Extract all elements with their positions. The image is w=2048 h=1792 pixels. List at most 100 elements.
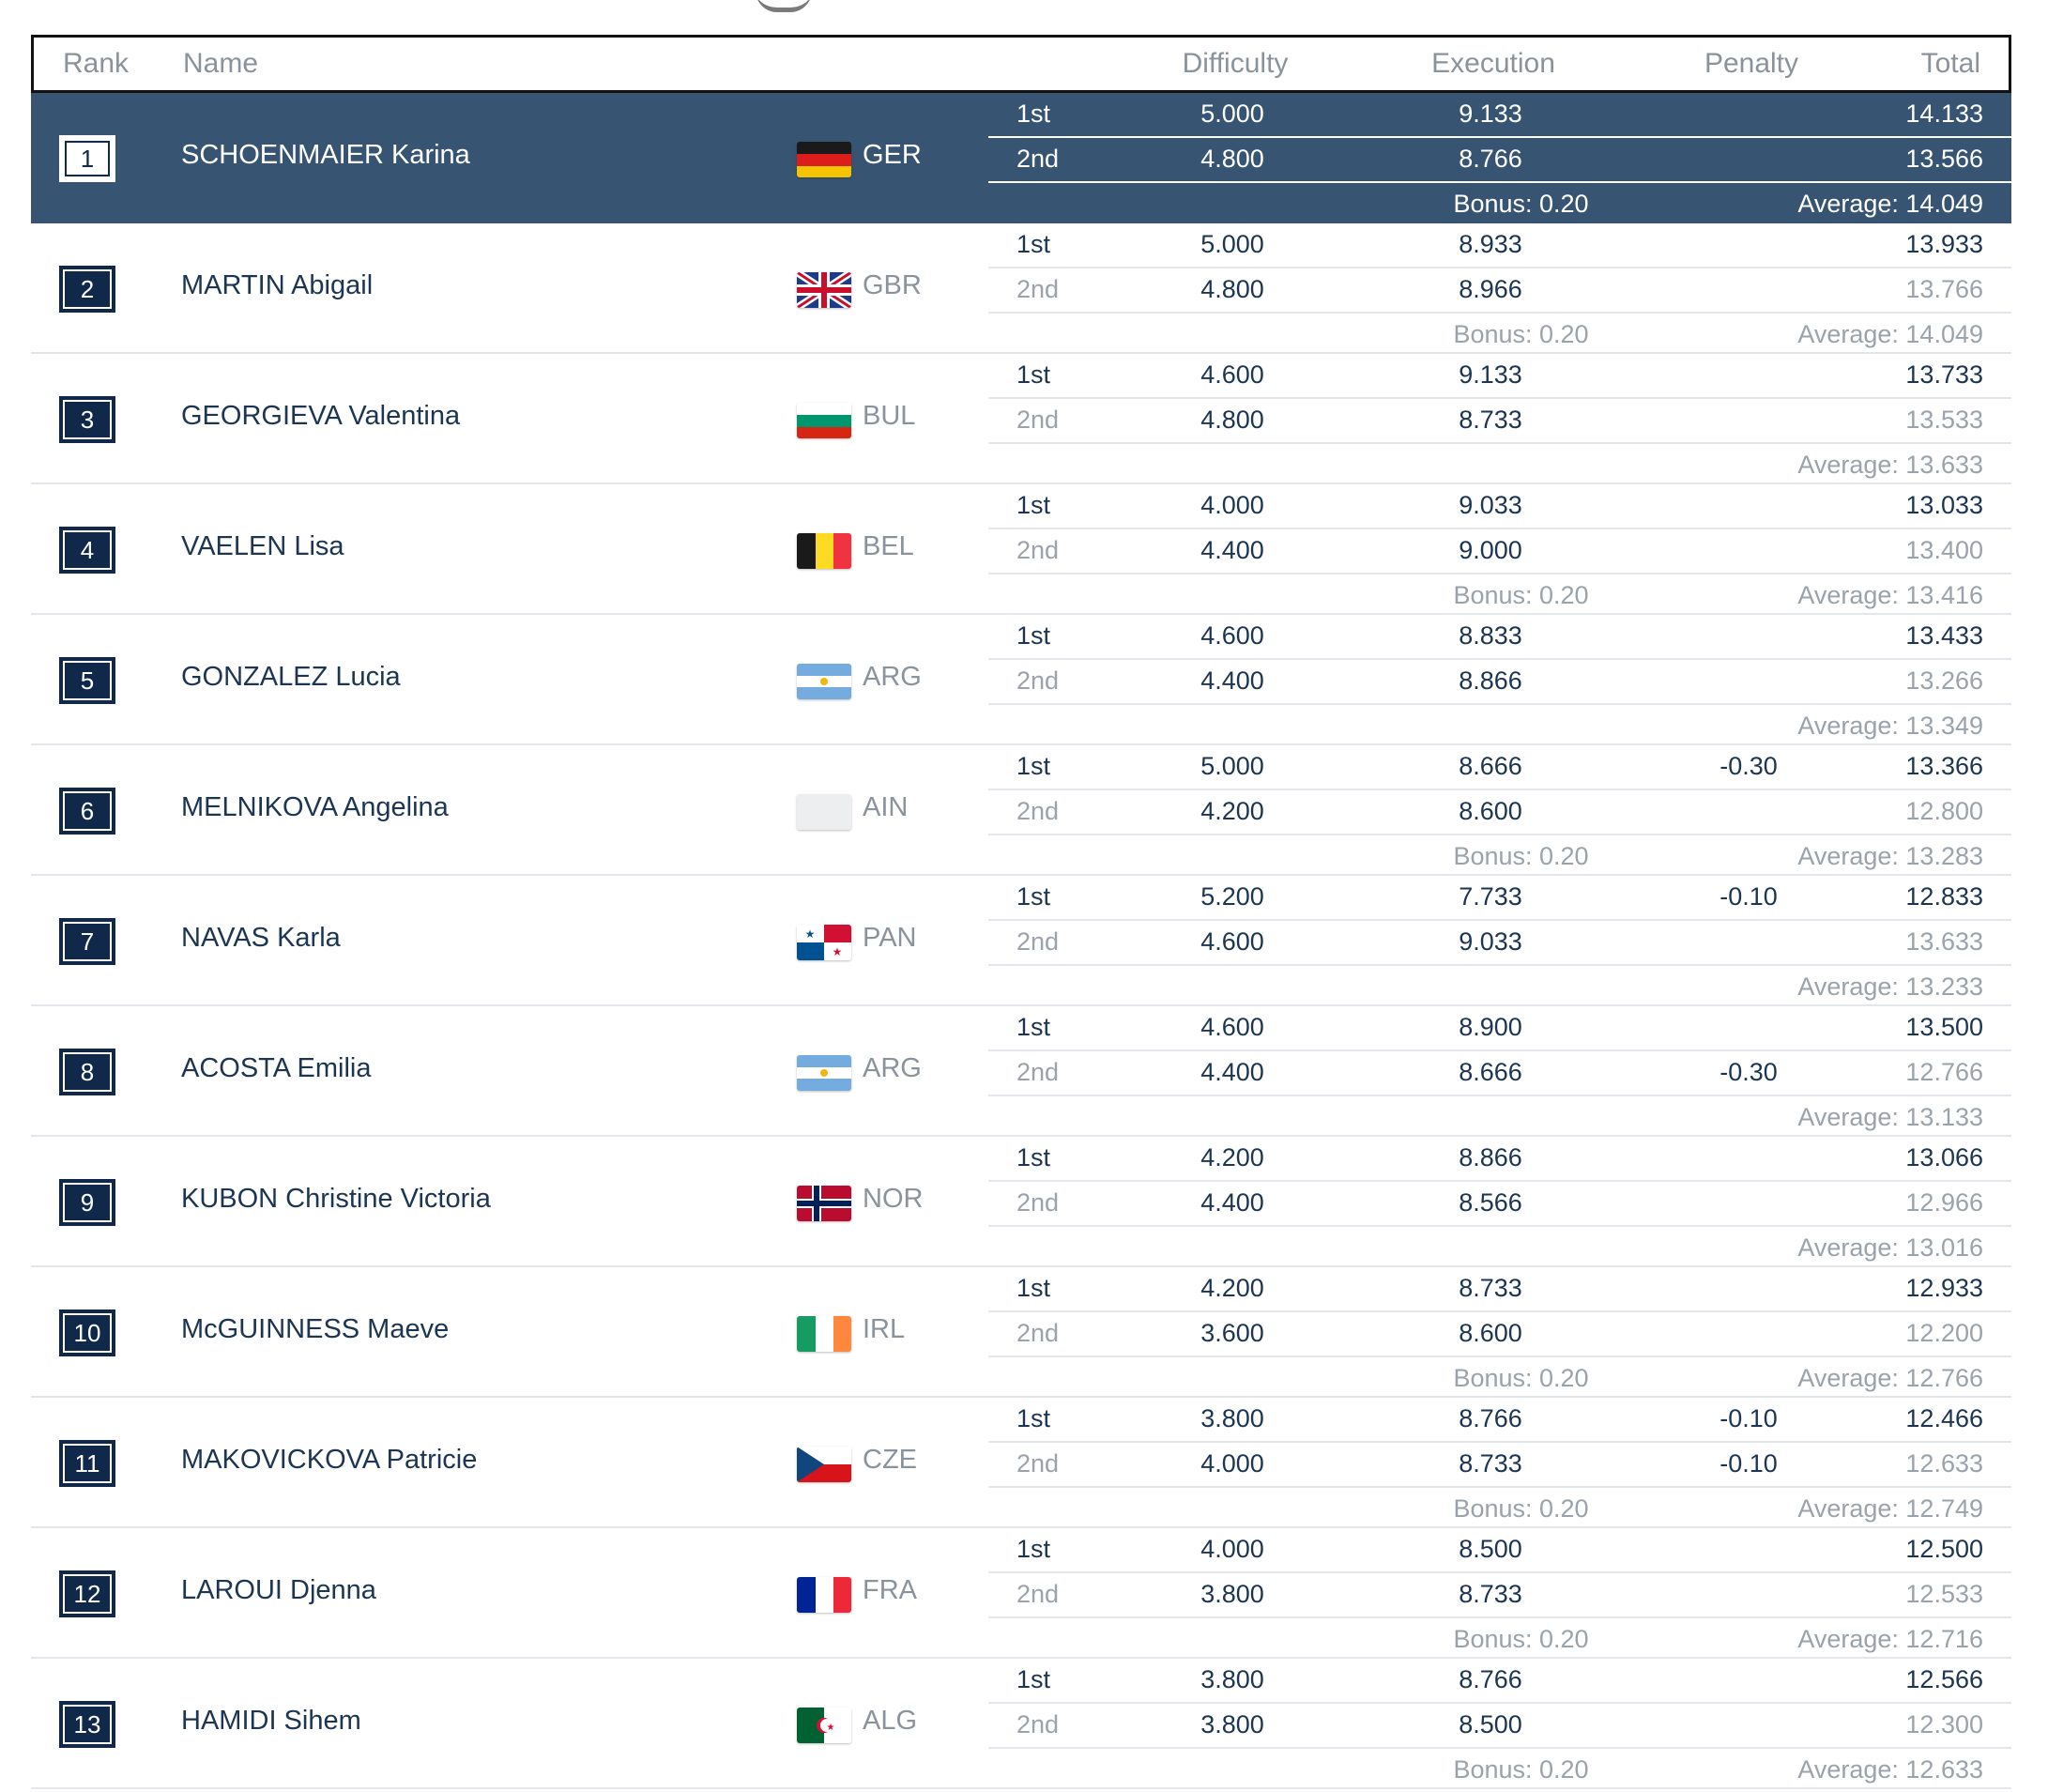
table-row[interactable]: 12 LAROUI Djenna FRA 1st 4.000 8.500 12.…: [31, 1528, 2011, 1659]
table-row[interactable]: 3 GEORGIEVA Valentina BUL 1st 4.600 9.13…: [31, 354, 2011, 484]
run-label: 1st: [1016, 491, 1051, 519]
second-vault-row: 2nd 4.600 9.033 13.633: [988, 921, 2011, 966]
score-breakdown: 1st 4.200 8.733 12.933 2nd 3.600 8.600 1…: [988, 1267, 2011, 1401]
rank-badge: 3: [59, 396, 115, 443]
country-code: ALG: [863, 1706, 918, 1736]
summary-row: Bonus: 0.20 Average: 12.716: [988, 1618, 2011, 1662]
summary-row: Bonus: 0.20 Average: 12.749: [988, 1488, 2011, 1531]
athlete-name[interactable]: VAELEN Lisa: [181, 531, 344, 561]
score-breakdown: 1st 4.600 9.133 13.733 2nd 4.800 8.733 1…: [988, 354, 2011, 487]
athlete-name[interactable]: ACOSTA Emilia: [181, 1053, 372, 1083]
run-label: 2nd: [1016, 406, 1060, 434]
second-vault-row: 2nd 3.800 8.500 12.300: [988, 1704, 2011, 1749]
first-vault-row: 1st 5.000 8.666 -0.30 13.366: [988, 745, 2011, 790]
execution-score: 8.733: [1459, 1580, 1522, 1608]
execution-score: 8.900: [1459, 1013, 1522, 1041]
difficulty-score: 5.000: [1200, 230, 1264, 258]
table-row[interactable]: 1 SCHOENMAIER Karina GER 1st 5.000 9.133…: [31, 93, 2011, 223]
svg-text:★: ★: [833, 945, 843, 958]
rank-number: 1: [65, 141, 110, 176]
table-row[interactable]: 8 ACOSTA Emilia ARG 1st 4.600 8.900 13.5…: [31, 1006, 2011, 1137]
difficulty-score: 5.000: [1200, 100, 1264, 128]
rank-number: 5: [65, 663, 110, 698]
athlete-name[interactable]: McGUINNESS Maeve: [181, 1314, 450, 1344]
penalty-score: -0.10: [1719, 1404, 1778, 1432]
second-vault-row: 2nd 4.800 8.966 13.766: [988, 268, 2011, 314]
run-label: 1st: [1016, 1013, 1051, 1041]
execution-score: 8.766: [1459, 1404, 1522, 1432]
rank-number: 3: [65, 402, 110, 437]
header-rank[interactable]: Rank: [63, 48, 130, 79]
average-score: Average: 12.633: [1797, 1755, 1983, 1784]
execution-score: 8.833: [1459, 621, 1522, 650]
rank-number: 13: [65, 1707, 110, 1742]
alg-flag-icon: ★: [797, 1708, 851, 1743]
table-row[interactable]: 4 VAELEN Lisa BEL 1st 4.000 9.033 13.033…: [31, 484, 2011, 615]
logo-fragment: [756, 0, 812, 12]
header-execution[interactable]: Execution: [1431, 48, 1555, 79]
first-vault-row: 1st 4.000 9.033 13.033: [988, 484, 2011, 529]
header-name[interactable]: Name: [183, 48, 259, 79]
rank-badge: 6: [59, 788, 115, 835]
country-code: ARG: [863, 662, 922, 692]
rank-number: 6: [65, 793, 110, 829]
difficulty-score: 4.600: [1200, 927, 1264, 956]
run-label: 1st: [1016, 752, 1051, 780]
run-label: 2nd: [1016, 1058, 1060, 1086]
table-row[interactable]: 5 GONZALEZ Lucia ARG 1st 4.600 8.833 13.…: [31, 615, 2011, 745]
execution-score: 9.133: [1459, 100, 1522, 128]
table-row[interactable]: 2 MARTIN Abigail GBR 1st 5.000 8.933 13.…: [31, 223, 2011, 354]
athlete-name[interactable]: NAVAS Karla: [181, 923, 341, 953]
difficulty-score: 4.000: [1200, 1535, 1264, 1563]
header-total[interactable]: Total: [1920, 48, 1980, 79]
svg-text:★: ★: [827, 1723, 835, 1733]
run-label: 1st: [1016, 1535, 1051, 1563]
score-breakdown: 1st 4.000 9.033 13.033 2nd 4.400 9.000 1…: [988, 484, 2011, 618]
bonus-value: Bonus: 0.20: [1453, 842, 1589, 870]
athlete-name[interactable]: KUBON Christine Victoria: [181, 1184, 491, 1214]
athlete-name[interactable]: MARTIN Abigail: [181, 270, 374, 300]
athlete-name[interactable]: HAMIDI Sihem: [181, 1706, 361, 1736]
rank-number: 8: [65, 1054, 110, 1090]
rank-badge: 8: [59, 1049, 115, 1095]
athlete-name[interactable]: SCHOENMAIER Karina: [181, 140, 470, 170]
summary-row: Average: 13.133: [988, 1096, 2011, 1140]
bonus-value: Bonus: 0.20: [1453, 320, 1589, 348]
gbr-flag-icon: [797, 272, 851, 308]
header-penalty[interactable]: Penalty: [1704, 48, 1799, 79]
table-body: 1 SCHOENMAIER Karina GER 1st 5.000 9.133…: [31, 93, 2011, 1789]
athlete-name[interactable]: LAROUI Djenna: [181, 1575, 376, 1605]
table-row[interactable]: 11 MAKOVICKOVA Patricie CZE 1st 3.800 8.…: [31, 1398, 2011, 1528]
table-row[interactable]: 13 HAMIDI Sihem ★ ALG 1st 3.800 8.766 12…: [31, 1659, 2011, 1789]
country-code: NOR: [863, 1184, 924, 1214]
country-code: PAN: [863, 923, 917, 953]
total-score: 13.533: [1905, 406, 1983, 434]
total-score: 13.266: [1905, 666, 1983, 695]
difficulty-score: 4.800: [1200, 406, 1264, 434]
penalty-score: -0.10: [1719, 1449, 1778, 1478]
total-score: 12.533: [1905, 1580, 1983, 1608]
average-score: Average: 13.133: [1797, 1103, 1983, 1131]
bonus-value: Bonus: 0.20: [1453, 581, 1589, 609]
header-difficulty[interactable]: Difficulty: [1182, 48, 1289, 79]
score-breakdown: 1st 3.800 8.766 -0.10 12.466 2nd 4.000 8…: [988, 1398, 2011, 1531]
rank-badge: 2: [59, 266, 115, 313]
execution-score: 8.766: [1459, 1665, 1522, 1693]
difficulty-score: 4.400: [1200, 536, 1264, 564]
first-vault-row: 1st 5.200 7.733 -0.10 12.833: [988, 876, 2011, 921]
athlete-name[interactable]: MELNIKOVA Angelina: [181, 792, 449, 822]
athlete-name[interactable]: MAKOVICKOVA Patricie: [181, 1445, 478, 1475]
table-row[interactable]: 10 McGUINNESS Maeve IRL 1st 4.200 8.733 …: [31, 1267, 2011, 1398]
execution-score: 8.500: [1459, 1710, 1522, 1738]
total-score: 12.566: [1905, 1665, 1983, 1693]
execution-score: 9.000: [1459, 536, 1522, 564]
table-row[interactable]: 9 KUBON Christine Victoria NOR 1st 4.200…: [31, 1137, 2011, 1267]
athlete-name[interactable]: GONZALEZ Lucia: [181, 662, 401, 692]
athlete-name[interactable]: GEORGIEVA Valentina: [181, 401, 461, 431]
table-row[interactable]: 7 NAVAS Karla ★ ★ PAN 1st 5.200 7.733 -0.…: [31, 876, 2011, 1006]
table-row[interactable]: 6 MELNIKOVA Angelina AIN 1st 5.000 8.666…: [31, 745, 2011, 876]
rank-badge: 4: [59, 527, 115, 574]
total-score: 13.066: [1905, 1143, 1983, 1172]
second-vault-row: 2nd 4.800 8.766 13.566: [988, 138, 2011, 183]
total-score: 13.500: [1905, 1013, 1983, 1041]
